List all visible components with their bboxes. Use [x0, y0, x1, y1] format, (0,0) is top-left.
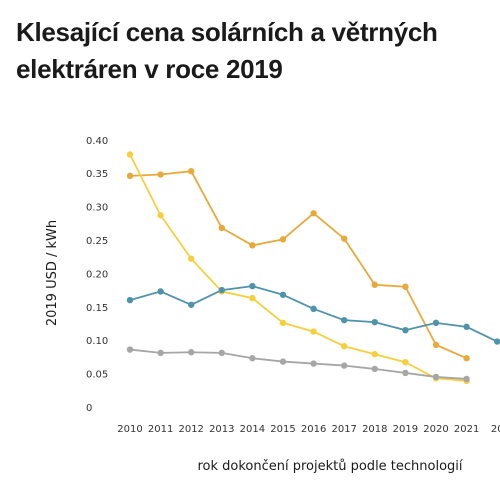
data-point-series-3	[126, 296, 134, 304]
y-tick-label: 0.40	[86, 136, 108, 147]
data-point-series-4	[402, 369, 409, 377]
data-point-series-3	[249, 282, 256, 290]
x-tick-label: 20	[491, 424, 500, 435]
data-point-series-1	[279, 236, 287, 243]
y-tick-label: 0.20	[86, 269, 108, 280]
data-point-series-4	[341, 362, 348, 369]
data-point-series-4	[432, 373, 440, 381]
series-line-1	[129, 170, 467, 360]
data-point-series-1	[249, 242, 256, 249]
y-axis-title: 2019 USD / kWh	[45, 220, 60, 326]
data-point-series-3	[279, 291, 287, 298]
data-point-series-2	[371, 351, 378, 358]
x-tick-label: 2014	[240, 424, 265, 435]
data-point-series-2	[126, 151, 134, 158]
data-point-series-2	[341, 343, 348, 350]
y-tick-label: 0	[86, 403, 92, 414]
data-point-series-1	[402, 283, 409, 290]
x-tick-label: 2020	[423, 424, 448, 435]
data-point-series-2	[249, 294, 256, 302]
data-point-series-1	[218, 224, 225, 232]
data-point-series-1	[310, 210, 317, 217]
x-tick-label: 2013	[209, 424, 234, 435]
x-tick-label: 2021	[454, 424, 479, 435]
data-point-series-1	[126, 172, 134, 180]
data-point-series-2	[402, 359, 409, 366]
data-point-series-3	[188, 301, 195, 308]
data-point-series-4	[249, 355, 256, 362]
data-point-series-2	[279, 319, 287, 327]
y-tick-label: 0.25	[86, 236, 108, 247]
y-tick-label: 0.35	[86, 169, 108, 180]
data-point-series-4	[310, 360, 317, 367]
data-point-series-3	[218, 286, 225, 294]
data-point-series-2	[157, 212, 164, 219]
data-point-series-4	[279, 358, 287, 365]
data-point-series-1	[188, 167, 195, 175]
x-tick-label: 2016	[301, 424, 326, 435]
data-point-series-1	[432, 341, 440, 349]
data-point-series-4	[371, 365, 378, 373]
data-point-series-2	[310, 328, 317, 335]
data-point-series-3	[402, 326, 409, 334]
data-point-series-1	[463, 355, 470, 362]
data-point-series-3	[463, 323, 470, 331]
data-point-series-3	[371, 318, 378, 326]
data-point-series-3	[432, 319, 440, 327]
data-point-series-4	[126, 346, 134, 353]
data-point-series-4	[218, 349, 225, 357]
y-tick-label: 0.15	[86, 303, 108, 314]
data-point-series-3	[310, 305, 317, 313]
data-point-series-3	[157, 288, 164, 295]
series-line-2	[129, 154, 467, 382]
y-tick-label: 0.30	[86, 203, 108, 214]
data-point-series-3	[341, 316, 348, 324]
data-point-series-1	[371, 281, 378, 288]
data-point-series-1	[341, 235, 348, 242]
y-tick-label: 0.10	[86, 336, 108, 347]
data-point-series-2	[188, 255, 195, 262]
data-point-series-3	[494, 338, 500, 345]
x-tick-label: 2019	[393, 424, 418, 435]
x-tick-label: 2011	[148, 424, 173, 435]
y-tick-label: 0.05	[86, 370, 108, 381]
x-tick-label: 2018	[362, 424, 387, 435]
data-point-series-1	[157, 171, 164, 178]
data-point-series-4	[463, 375, 470, 383]
series-line-4	[129, 348, 467, 380]
x-tick-label: 2017	[331, 424, 356, 435]
x-tick-label: 2012	[178, 424, 203, 435]
chart-title: Klesající cena solárních a větrných elek…	[16, 17, 438, 84]
x-tick-label: 2015	[270, 424, 295, 435]
data-point-series-4	[188, 349, 195, 356]
x-axis-title: rok dokončení projektů podle technologií	[197, 459, 462, 474]
data-point-series-4	[157, 349, 164, 357]
x-tick-label: 2010	[117, 424, 142, 435]
